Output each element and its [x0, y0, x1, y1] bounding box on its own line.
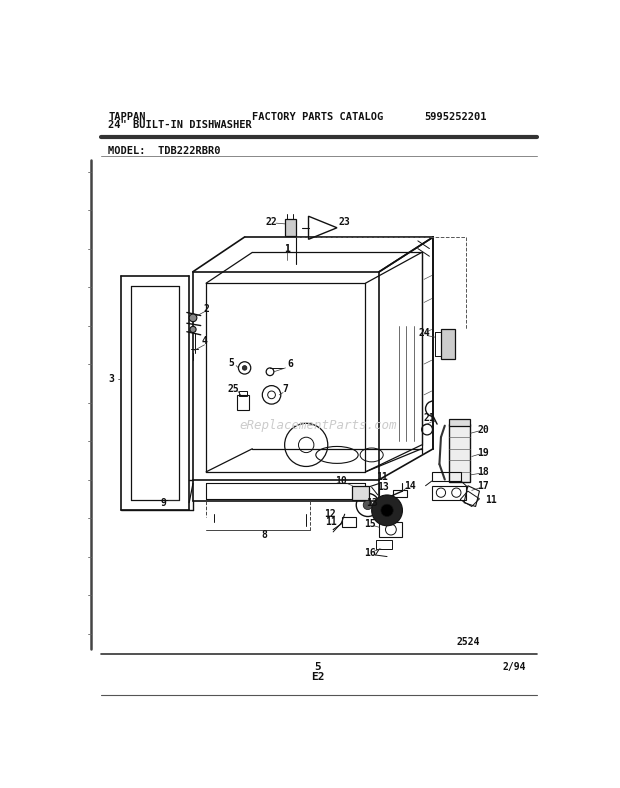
Bar: [449, 419, 470, 426]
Bar: [342, 516, 356, 527]
Text: 9: 9: [161, 498, 167, 507]
Text: TAPPAN: TAPPAN: [108, 111, 146, 121]
Text: 4: 4: [202, 336, 208, 346]
Text: E2: E2: [311, 672, 324, 682]
Text: 13: 13: [378, 482, 389, 492]
Text: 19: 19: [477, 448, 489, 458]
Text: 10: 10: [335, 476, 347, 486]
Circle shape: [189, 314, 197, 322]
Circle shape: [242, 366, 247, 370]
Text: 2: 2: [203, 303, 209, 314]
Bar: [432, 472, 461, 481]
Text: MODEL:  TDB222RBR0: MODEL: TDB222RBR0: [108, 146, 221, 156]
Text: 20: 20: [477, 425, 489, 434]
Text: 15: 15: [364, 519, 376, 530]
Text: 22: 22: [266, 217, 277, 227]
Bar: [393, 489, 407, 497]
Text: FACTORY PARTS CATALOG: FACTORY PARTS CATALOG: [252, 111, 384, 121]
Text: 14: 14: [404, 481, 416, 491]
Text: 3: 3: [108, 374, 114, 385]
Text: 5: 5: [229, 358, 234, 367]
Text: 24" BUILT-IN DISHWASHER: 24" BUILT-IN DISHWASHER: [108, 120, 252, 130]
Bar: [441, 329, 455, 359]
Circle shape: [371, 495, 402, 526]
Text: 11: 11: [376, 472, 388, 482]
Circle shape: [381, 504, 393, 516]
Bar: [379, 522, 402, 537]
Text: 16: 16: [364, 548, 376, 558]
Bar: [285, 219, 296, 236]
Text: 7: 7: [283, 385, 288, 395]
Bar: [239, 391, 247, 396]
Text: 25: 25: [227, 384, 239, 394]
Text: 13: 13: [366, 498, 378, 507]
Text: 23: 23: [339, 217, 350, 227]
Bar: [449, 424, 470, 482]
Text: 11: 11: [325, 517, 337, 527]
Text: 2524: 2524: [456, 637, 480, 648]
Text: 5: 5: [314, 662, 321, 672]
Bar: [432, 485, 466, 500]
Text: 11: 11: [485, 496, 497, 505]
Text: eReplacementParts.com: eReplacementParts.com: [239, 419, 397, 432]
Text: 17: 17: [477, 481, 489, 491]
Text: 6: 6: [288, 359, 294, 369]
Text: 8: 8: [261, 530, 267, 540]
Text: 5995252201: 5995252201: [425, 111, 487, 121]
Text: 24: 24: [418, 329, 430, 338]
Bar: [352, 485, 370, 500]
Text: 1: 1: [284, 243, 290, 254]
Text: 12: 12: [324, 509, 336, 519]
Text: 21: 21: [423, 413, 435, 423]
Bar: [237, 395, 249, 411]
Text: 2/94: 2/94: [502, 662, 526, 672]
Circle shape: [363, 500, 373, 510]
Text: 18: 18: [477, 466, 489, 477]
Circle shape: [190, 326, 196, 333]
Bar: [376, 540, 392, 549]
